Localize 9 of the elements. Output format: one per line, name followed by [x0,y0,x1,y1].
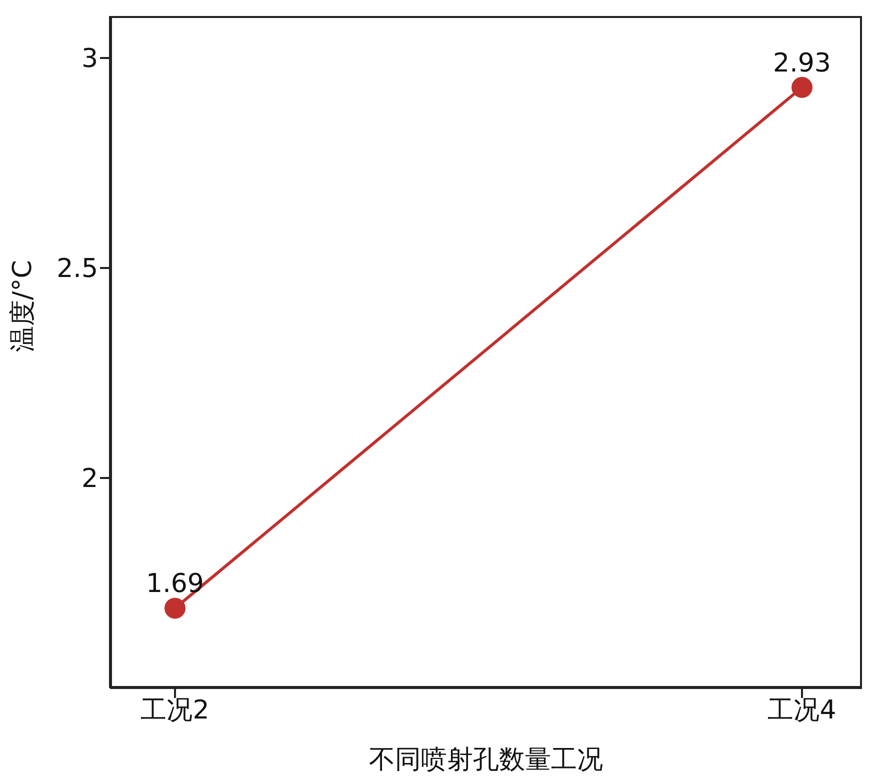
y-tick-label: 3 [81,44,98,74]
data-label: 2.93 [773,48,831,78]
x-tick-label: 工况2 [140,695,210,726]
x-axis-title: 不同喷射孔数量工况 [369,745,603,775]
y-axis-title: 温度/°C [8,260,38,352]
y-tick-label: 2.5 [56,254,98,284]
data-label: 1.69 [146,569,204,600]
x-tick-label: 工况4 [768,695,836,726]
y-tick-label: 2 [81,464,98,494]
